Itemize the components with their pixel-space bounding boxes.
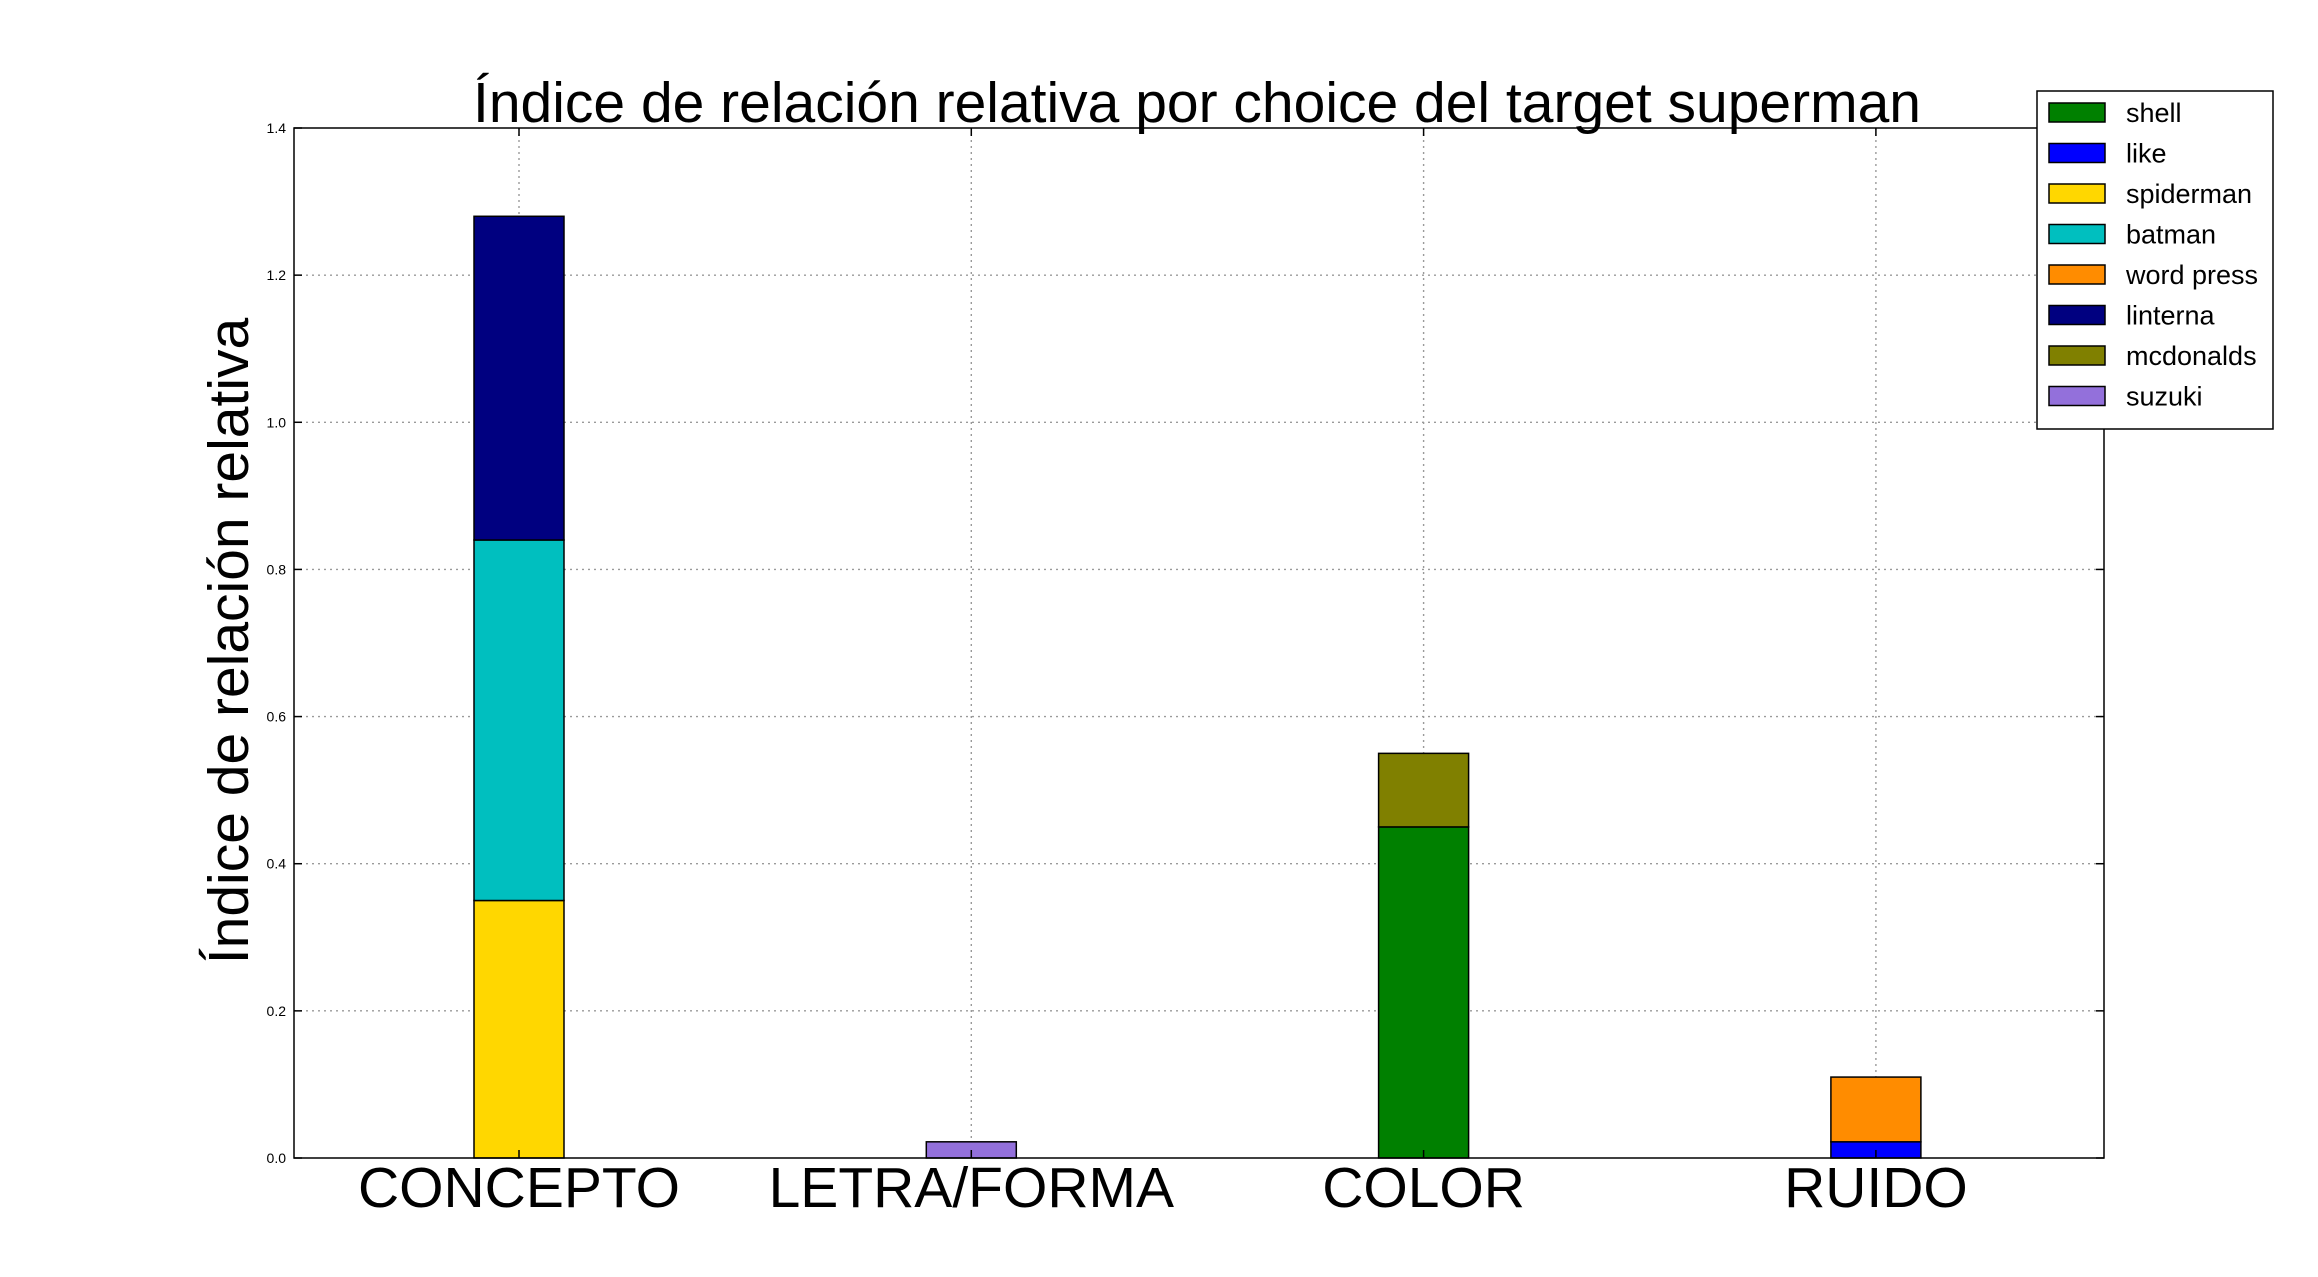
y-tick-label: 0.0 [267,1150,287,1166]
legend-label: suzuki [2126,382,2203,412]
legend-swatch [2048,385,2106,407]
x-category-label: RUIDO [1784,1156,1968,1220]
chart-title: Índice de relación relativa por choice d… [473,71,1921,135]
x-category-label: LETRA/FORMA [769,1156,1174,1220]
legend-swatch [2048,183,2106,204]
bar-segment-word-press [1830,1076,1922,1143]
legend-label: shell [2126,98,2182,128]
y-tick-label: 1.4 [267,120,287,136]
legend: shell like spiderman batman word press linter… [2036,90,2274,430]
y-tick-label: 1.2 [267,267,287,283]
y-tick-label: 0.2 [267,1003,287,1019]
legend-label: word press [2125,260,2258,290]
bar-segment-mcdonalds [1377,752,1470,828]
y-tick-label: 0.4 [267,856,287,872]
y-tick-label: 0.8 [267,561,287,577]
plot-area-frame [293,127,2105,1159]
y-axis-label: Índice de relación relativa [197,318,261,965]
grid [294,128,2104,1158]
bar-segment-shell [1377,826,1470,1159]
y-ticks: 0.0 0.2 0.4 0.6 0.8 1.0 1.2 1.4 [267,120,2104,1166]
legend-swatch [2048,102,2106,123]
bar-segment-batman [473,539,565,902]
legend-label: batman [2126,220,2216,250]
x-ticks: CONCEPTO LETRA/FORMA COLOR RUIDO [358,128,1968,1220]
legend-label: linterna [2126,301,2216,331]
legend-swatch [2048,142,2106,164]
y-tick-label: 1.0 [267,414,287,430]
legend-swatch [2048,304,2106,326]
legend-swatch [2048,264,2106,285]
bar-segment-linterna [473,215,565,541]
legend-label: spiderman [2126,179,2252,209]
x-category-label: CONCEPTO [358,1156,680,1220]
x-category-label: COLOR [1322,1156,1525,1220]
bars [473,215,1922,1159]
legend-swatch [2048,223,2106,245]
y-tick-label: 0.6 [267,709,287,725]
legend-label: like [2126,139,2167,169]
legend-label: mcdonalds [2126,341,2257,371]
legend-swatch [2048,345,2106,366]
bar-segment-spiderman [473,899,565,1159]
